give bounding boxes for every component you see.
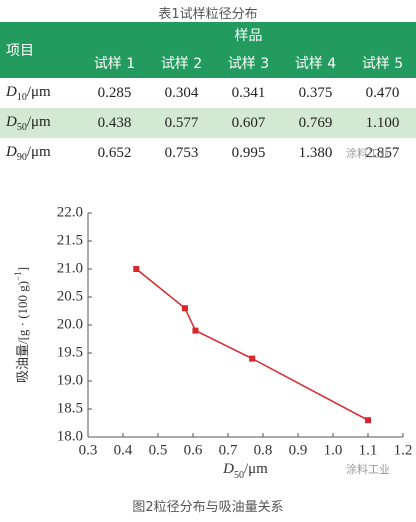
header-item: 项目 <box>0 22 81 78</box>
header-sample: 试样 3 <box>215 48 282 78</box>
label-unit: /μm <box>26 83 51 100</box>
cell: 0.995 <box>231 144 266 161</box>
cell: 0.470 <box>365 84 400 101</box>
data-point <box>365 417 371 424</box>
y-tick-label: 21.0 <box>57 260 83 276</box>
x-label-symbol: D <box>222 461 234 477</box>
x-tick-label: 1.0 <box>324 442 343 458</box>
y-axis-label: 吸油量/[g · (100 g)−1] <box>13 267 30 383</box>
cell: 0.607 <box>215 108 282 138</box>
label-subscript: 90 <box>16 151 27 163</box>
x-tick-label: 0.9 <box>289 442 308 458</box>
cell: 0.769 <box>282 108 349 138</box>
x-tick-label: 0.5 <box>149 442 168 458</box>
cell: 0.753 <box>164 144 199 161</box>
table-caption: 表1试样粒径分布 <box>158 7 258 22</box>
x-tick-label: 0.4 <box>114 442 133 458</box>
chart: 18.0 18.5 19.0 19.5 20.0 20.5 21.0 21.5 22.0 0.3 0… <box>13 204 413 480</box>
label-unit: /μm <box>26 143 51 160</box>
data-point <box>133 266 140 272</box>
cell: 0.304 <box>164 84 199 101</box>
x-tick-label: 1.2 <box>394 442 413 458</box>
x-tick-label: 0.8 <box>254 442 273 458</box>
cell: 1.100 <box>349 108 416 138</box>
table-row: D50/μm 0.438 0.577 0.607 0.769 1.100 <box>0 108 416 138</box>
cell: 0.577 <box>148 108 215 138</box>
table: 项目 样品 试样 1 试样 2 试样 3 试样 4 试样 5 D10/μm 0.285 0.… <box>0 22 416 168</box>
data-point <box>181 305 188 312</box>
header-sample: 试样 2 <box>148 48 215 78</box>
header-group: 样品 <box>81 22 416 48</box>
y-tick-label: 21.5 <box>57 232 83 248</box>
data-line <box>135 268 369 421</box>
cell: 0.438 <box>81 108 148 138</box>
figure-caption: 图2粒径分布与吸油量关系 <box>132 500 284 515</box>
table-row: D90/μm 0.652 0.753 0.995 1.380 2.857 <box>0 138 416 168</box>
cell: 0.285 <box>97 84 132 101</box>
cell: 2.857 <box>365 144 400 161</box>
cell: 0.375 <box>298 84 333 101</box>
label-subscript: 10 <box>16 91 27 103</box>
x-tick-label: 0.7 <box>219 442 238 458</box>
x-tick-label: 0.6 <box>184 442 203 458</box>
label-unit: /μm <box>26 113 51 130</box>
label-symbol: D <box>6 113 17 130</box>
cell: 1.380 <box>298 144 333 161</box>
label-symbol: D <box>6 83 17 100</box>
watermark: 涂料工业 <box>346 147 390 160</box>
y-tick-label: 20.0 <box>57 316 83 332</box>
x-axis-label: D50/μm <box>222 461 268 480</box>
row-label: D50/μm <box>0 108 81 138</box>
y-tick-label: 18.0 <box>57 428 83 444</box>
y-tick-label: 18.5 <box>57 400 83 416</box>
y-tick-label: 19.0 <box>57 372 83 388</box>
x-label-unit: /μm <box>244 461 268 477</box>
data-point <box>192 327 199 334</box>
x-tick-label: 1.1 <box>359 442 378 458</box>
header-sample: 试样 4 <box>282 48 349 78</box>
data-point <box>249 355 256 362</box>
y-label-end: ] <box>15 267 30 271</box>
x-tick-label: 0.3 <box>79 442 98 458</box>
cell: 0.341 <box>231 84 266 101</box>
y-tick-label: 20.5 <box>57 288 83 304</box>
row-label: D10/μm <box>0 78 81 108</box>
row-label: D90/μm <box>0 138 81 168</box>
label-symbol: D <box>6 143 17 160</box>
header-sample: 试样 1 <box>81 48 148 78</box>
cell: 0.652 <box>97 144 132 161</box>
header-sample: 试样 5 <box>349 48 416 78</box>
y-label-sup: −1 <box>13 271 23 281</box>
label-subscript: 50 <box>16 121 27 133</box>
watermark: 涂料工业 <box>346 463 390 476</box>
table-row: D10/μm 0.285 0.304 0.341 0.375 0.470 <box>0 78 416 108</box>
y-label-main: 吸油量/[g · (100 g) <box>15 281 30 383</box>
y-tick-label: 19.5 <box>57 344 83 360</box>
y-tick-label: 22.0 <box>57 204 83 220</box>
x-label-sub: 50 <box>234 470 244 480</box>
